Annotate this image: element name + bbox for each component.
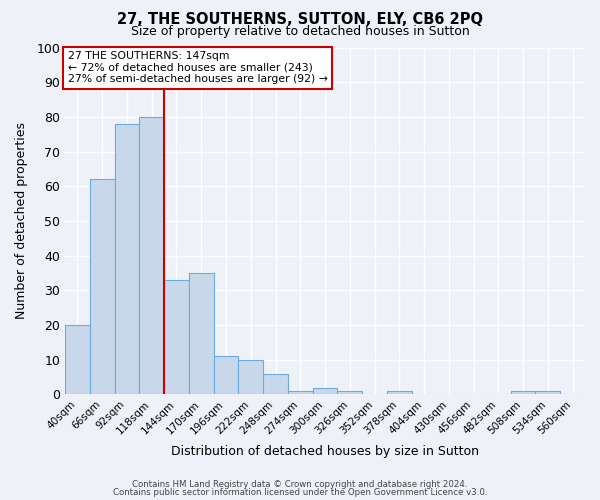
Bar	[313, 388, 337, 394]
Bar	[189, 273, 214, 394]
Bar	[115, 124, 139, 394]
Bar	[164, 280, 189, 394]
Bar	[65, 325, 90, 394]
Bar	[337, 391, 362, 394]
Bar	[535, 391, 560, 394]
Bar	[511, 391, 535, 394]
Bar	[263, 374, 288, 394]
Text: 27 THE SOUTHERNS: 147sqm
← 72% of detached houses are smaller (243)
27% of semi-: 27 THE SOUTHERNS: 147sqm ← 72% of detach…	[68, 51, 328, 84]
X-axis label: Distribution of detached houses by size in Sutton: Distribution of detached houses by size …	[171, 444, 479, 458]
Bar	[139, 117, 164, 394]
Text: Contains public sector information licensed under the Open Government Licence v3: Contains public sector information licen…	[113, 488, 487, 497]
Text: Size of property relative to detached houses in Sutton: Size of property relative to detached ho…	[131, 25, 469, 38]
Text: Contains HM Land Registry data © Crown copyright and database right 2024.: Contains HM Land Registry data © Crown c…	[132, 480, 468, 489]
Bar	[214, 356, 238, 395]
Bar	[238, 360, 263, 394]
Bar	[387, 391, 412, 394]
Text: 27, THE SOUTHERNS, SUTTON, ELY, CB6 2PQ: 27, THE SOUTHERNS, SUTTON, ELY, CB6 2PQ	[117, 12, 483, 28]
Bar	[90, 180, 115, 394]
Y-axis label: Number of detached properties: Number of detached properties	[15, 122, 28, 320]
Bar	[288, 391, 313, 394]
